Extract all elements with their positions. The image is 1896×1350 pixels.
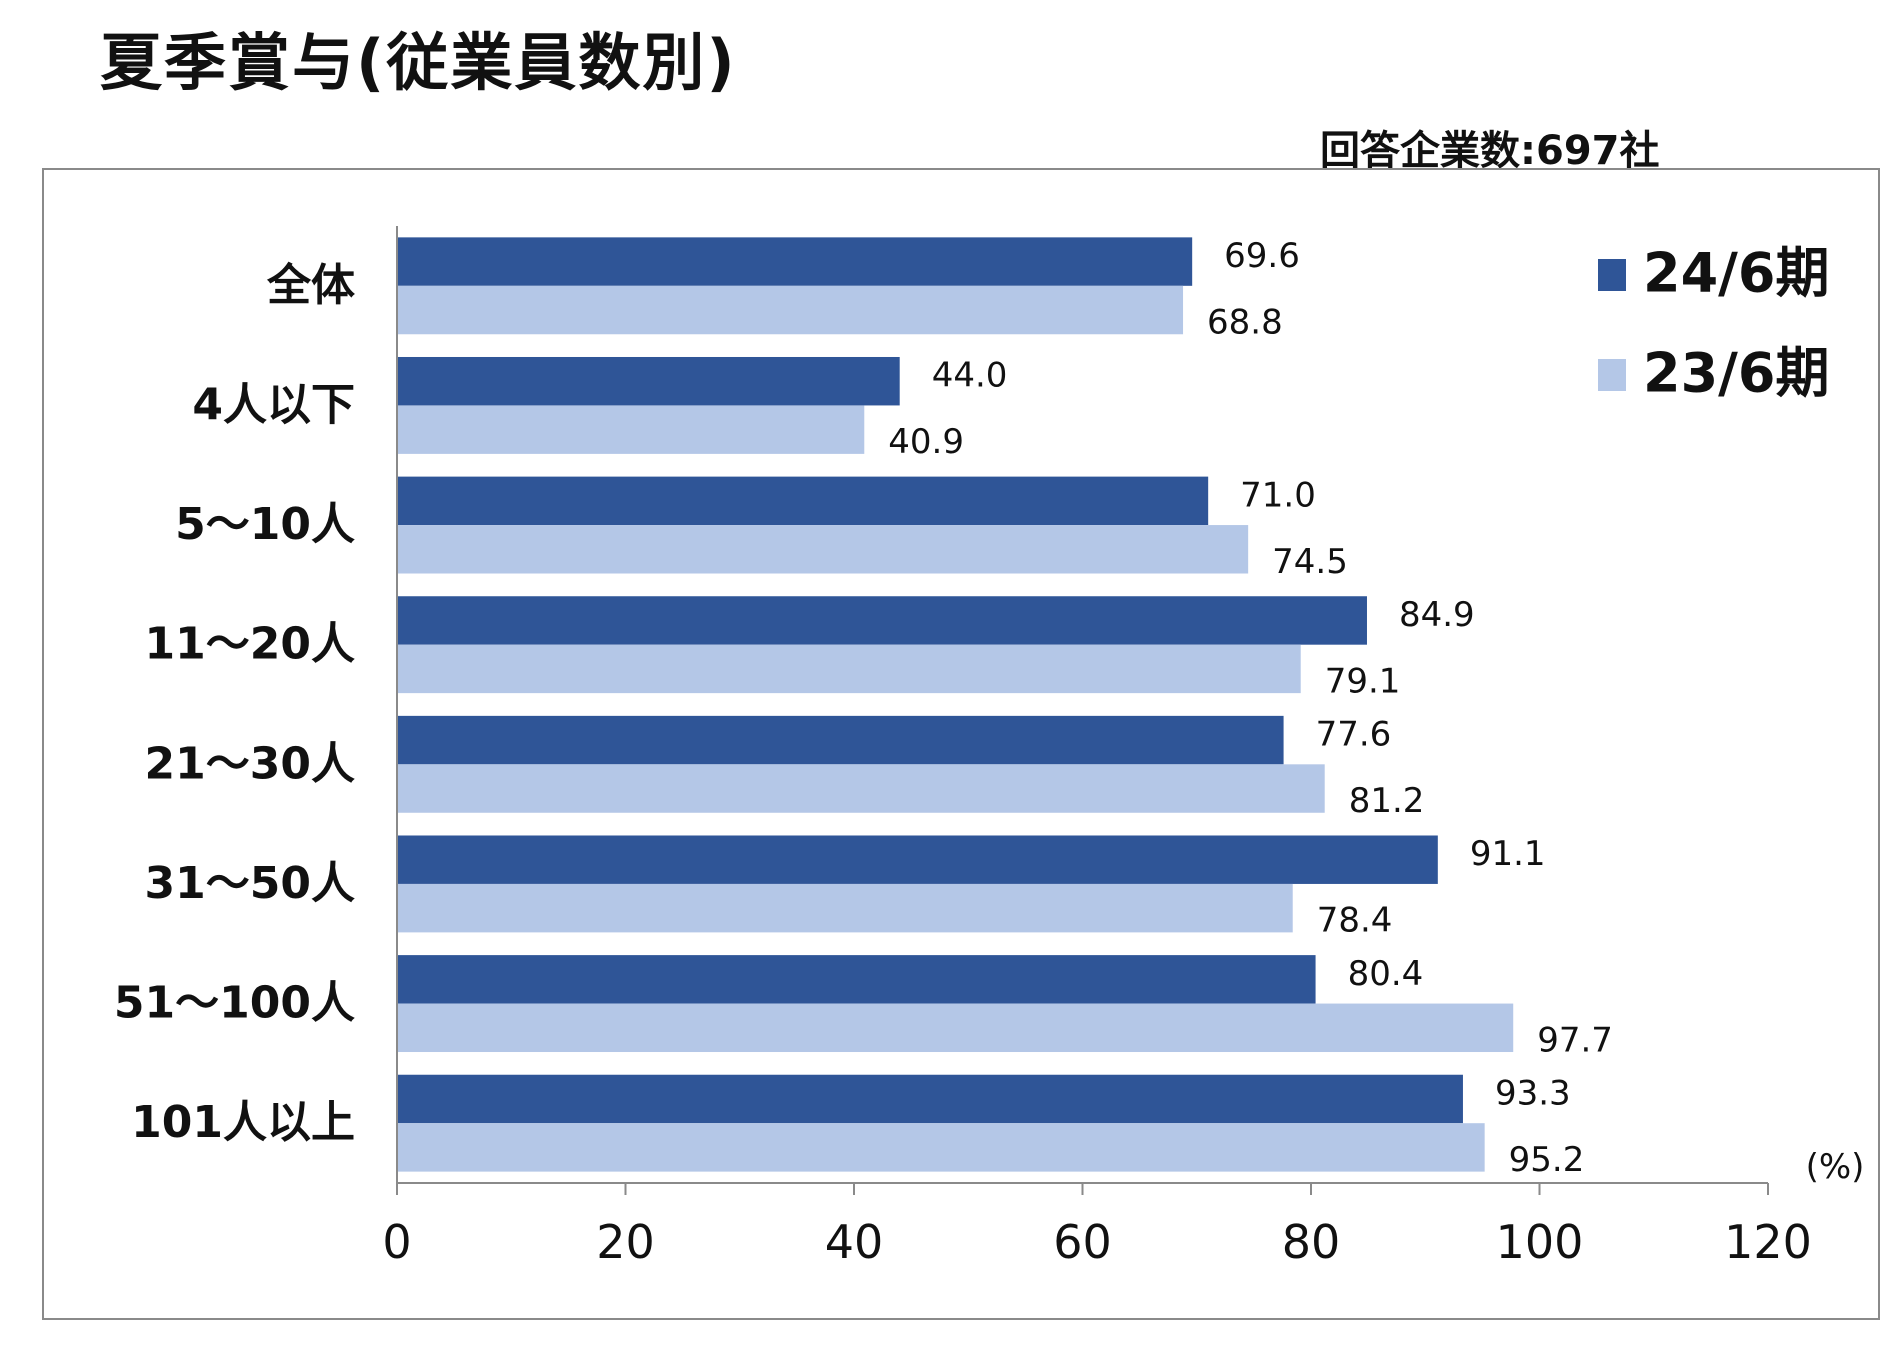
data-label: 71.0 bbox=[1240, 475, 1316, 515]
bar-current bbox=[397, 1074, 1463, 1124]
data-label: 81.2 bbox=[1349, 781, 1425, 821]
x-tick-label: 60 bbox=[1053, 1215, 1112, 1269]
bar-previous bbox=[397, 1123, 1485, 1172]
data-label: 95.2 bbox=[1509, 1140, 1585, 1180]
bar-previous bbox=[397, 883, 1293, 933]
data-label: 78.4 bbox=[1317, 901, 1393, 941]
data-label: 40.9 bbox=[888, 422, 964, 462]
category-label: 11～20人 bbox=[145, 619, 355, 670]
data-label: 44.0 bbox=[932, 356, 1008, 396]
category-label: 4人以下 bbox=[192, 379, 355, 430]
x-tick-label: 100 bbox=[1496, 1215, 1584, 1269]
legend-swatch bbox=[1598, 259, 1626, 291]
x-tick-label: 40 bbox=[825, 1215, 884, 1269]
x-tick-label: 80 bbox=[1282, 1215, 1341, 1269]
data-label: 69.6 bbox=[1224, 236, 1300, 276]
data-label: 97.7 bbox=[1537, 1020, 1613, 1060]
x-tick-label: 0 bbox=[382, 1215, 411, 1269]
legend-swatch bbox=[1598, 359, 1626, 391]
unit-label: (%) bbox=[1806, 1147, 1865, 1187]
bar-previous bbox=[397, 764, 1325, 813]
data-label: 93.3 bbox=[1495, 1073, 1571, 1113]
data-label: 79.1 bbox=[1325, 661, 1401, 701]
bar-previous bbox=[397, 405, 865, 454]
category-label: 51～100人 bbox=[114, 978, 355, 1029]
data-label: 91.1 bbox=[1470, 834, 1546, 874]
bar-current bbox=[397, 835, 1438, 884]
respondent-count: 回答企業数:697社 bbox=[1320, 128, 1660, 174]
data-label: 77.6 bbox=[1316, 715, 1392, 755]
data-label: 74.5 bbox=[1272, 542, 1348, 582]
bar-current bbox=[397, 596, 1367, 645]
category-label: 31～50人 bbox=[145, 858, 355, 909]
bar-current bbox=[397, 237, 1193, 286]
bar-previous bbox=[397, 644, 1301, 694]
bar-previous bbox=[397, 1003, 1514, 1053]
category-label: 全体 bbox=[266, 260, 355, 311]
data-label: 80.4 bbox=[1348, 954, 1424, 994]
bar-current bbox=[397, 476, 1209, 526]
bar-previous bbox=[397, 525, 1249, 574]
bar-previous bbox=[397, 285, 1184, 335]
data-label: 68.8 bbox=[1207, 303, 1283, 343]
category-label: 21～30人 bbox=[145, 738, 355, 789]
x-tick-label: 120 bbox=[1724, 1215, 1812, 1269]
legend-label: 24/6期 bbox=[1643, 242, 1829, 305]
data-label: 84.9 bbox=[1399, 595, 1475, 635]
category-label: 101人以上 bbox=[131, 1097, 355, 1148]
chart-frame bbox=[42, 168, 1880, 1320]
legend-label: 23/6期 bbox=[1643, 342, 1829, 405]
page-title: 夏季賞与(従業員数別) bbox=[100, 26, 737, 99]
category-label: 5～10人 bbox=[175, 499, 355, 550]
x-tick-label: 20 bbox=[596, 1215, 655, 1269]
bar-current bbox=[397, 715, 1284, 765]
bar-current bbox=[397, 356, 900, 406]
bar-current bbox=[397, 955, 1316, 1004]
